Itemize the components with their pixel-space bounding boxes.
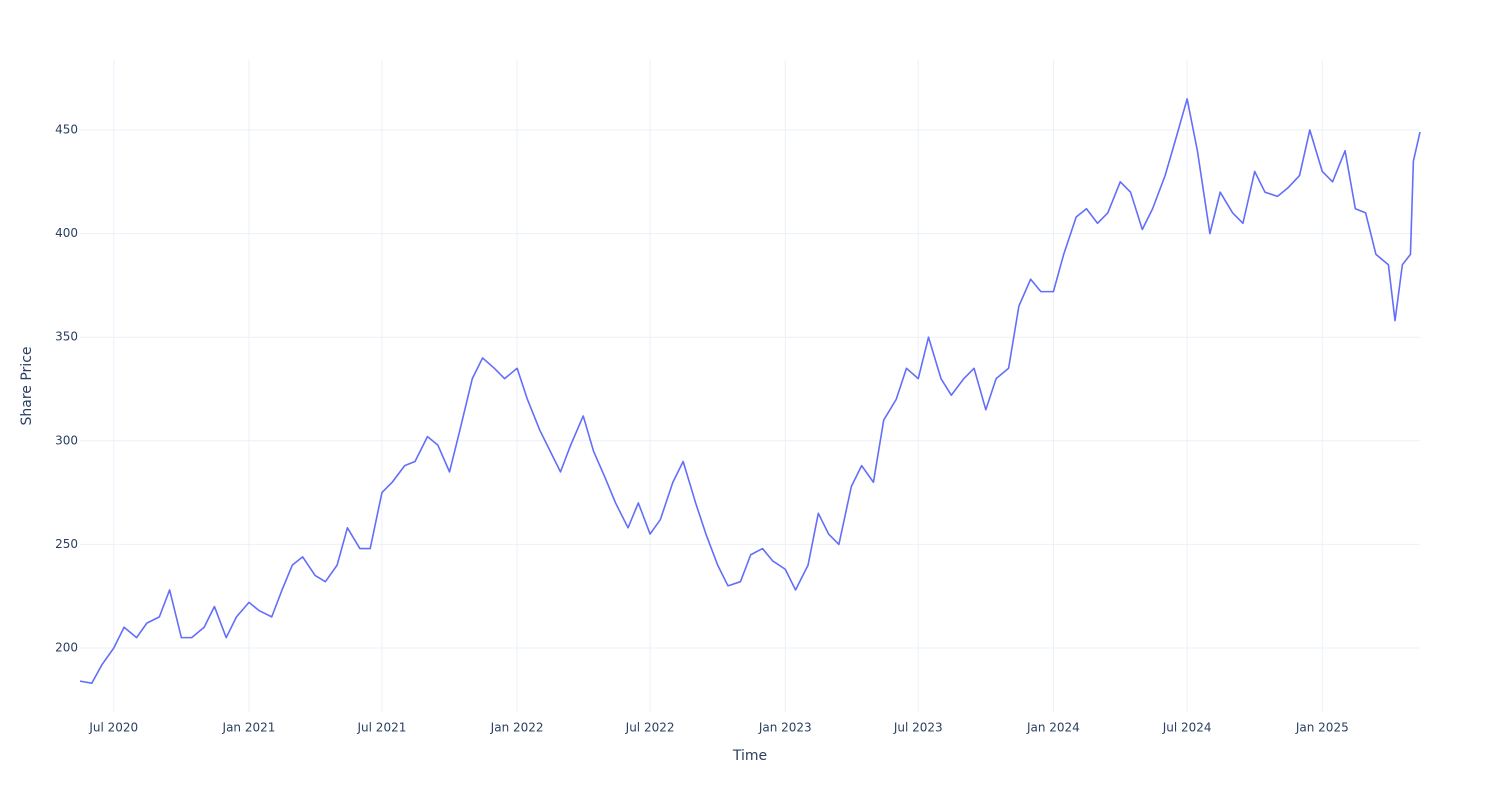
x-tick-label: Jan 2023 [758, 721, 812, 735]
y-tick-label: 400 [55, 226, 78, 240]
price-line [79, 98, 1421, 684]
x-tick-label: Jan 2025 [1295, 721, 1349, 735]
x-tick-label: Jul 2023 [893, 721, 943, 735]
y-tick-label: 250 [55, 537, 78, 551]
y-tick-label: 450 [55, 123, 78, 137]
x-tick-label: Jul 2021 [357, 721, 407, 735]
y-tick-label: 350 [55, 330, 78, 344]
y-axis-title: Share Price [19, 346, 35, 425]
x-tick-label: Jul 2024 [1162, 721, 1212, 735]
x-tick-label: Jul 2022 [625, 721, 675, 735]
x-tick-label: Jan 2024 [1026, 721, 1080, 735]
x-tick-label: Jan 2021 [222, 721, 276, 735]
y-tick-label: 200 [55, 640, 78, 654]
x-tick-label: Jan 2022 [490, 721, 544, 735]
y-tick-label: 300 [55, 433, 78, 447]
x-tick-label: Jul 2020 [88, 721, 138, 735]
x-axis-title: Time [732, 748, 767, 764]
